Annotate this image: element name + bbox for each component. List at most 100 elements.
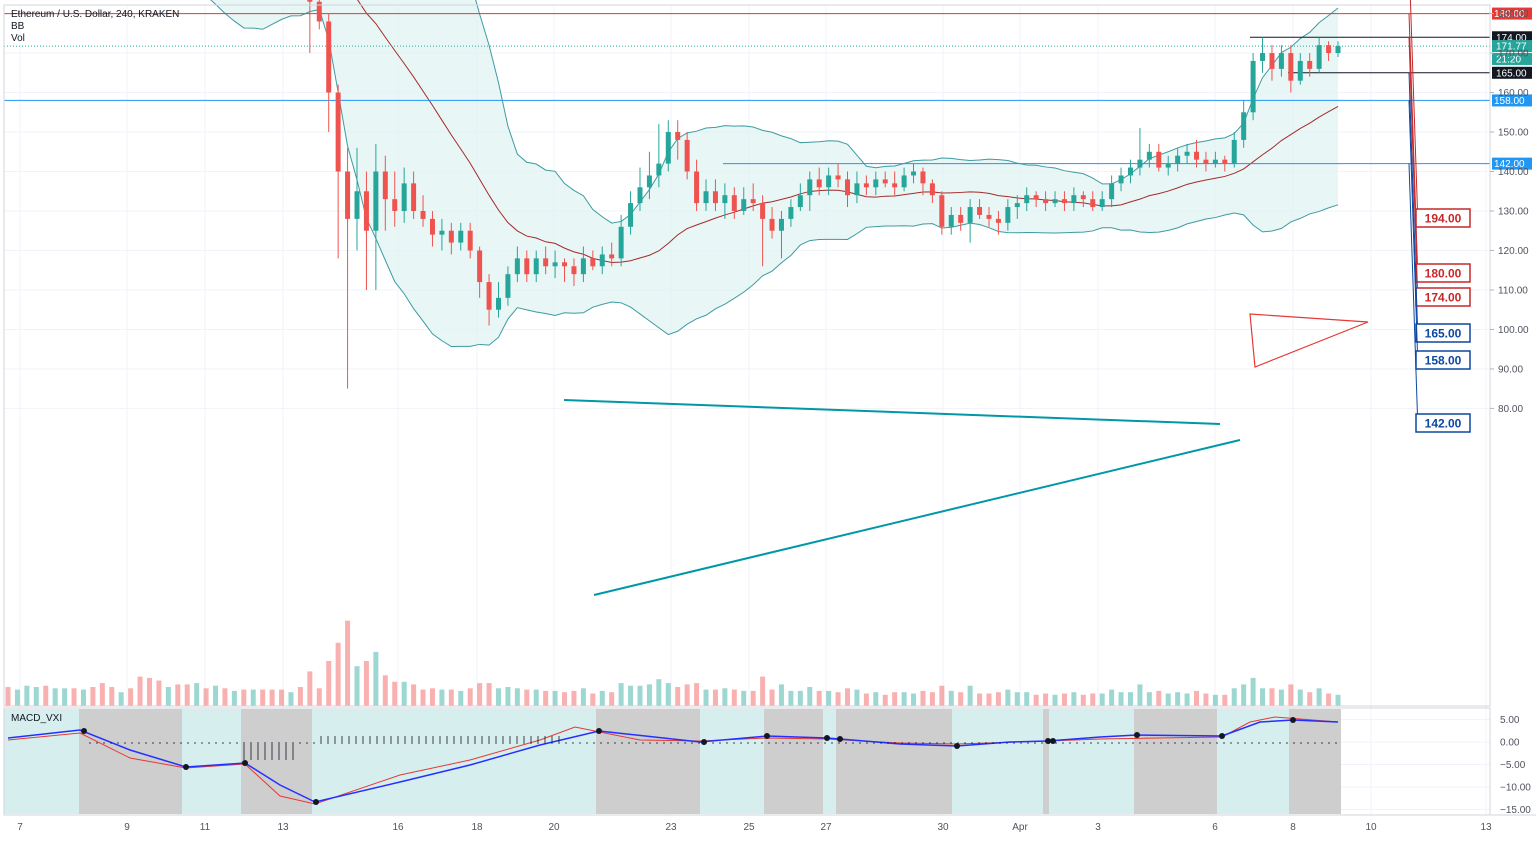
volume-bar — [250, 689, 256, 706]
candle-body — [1260, 53, 1266, 61]
legend-bb[interactable]: BB — [11, 21, 25, 32]
volume-bar — [363, 661, 369, 706]
volume-bar — [722, 688, 728, 706]
candle-body — [995, 218, 1001, 223]
candle-body — [514, 258, 520, 275]
candle-body — [439, 230, 445, 235]
volume-bar — [269, 689, 275, 706]
level-badge-label: 158.00 — [1494, 96, 1525, 107]
volume-bar — [1260, 688, 1266, 706]
candle-body — [722, 195, 728, 204]
volume-bar — [835, 692, 841, 706]
macd-bg-segment — [836, 709, 952, 814]
level-badge — [1492, 157, 1532, 170]
candle-body — [665, 132, 671, 164]
candle-body — [354, 191, 360, 219]
candle-body — [892, 183, 898, 188]
candle-body — [1005, 207, 1011, 223]
candle-body — [929, 183, 935, 196]
macd-bg-segment — [1043, 709, 1049, 814]
level-badge-label: 142.00 — [1494, 159, 1525, 170]
price-tick-label: 170.00 — [1498, 49, 1529, 60]
candle-body — [807, 179, 813, 196]
volume-bar — [797, 690, 803, 706]
axis-badge — [1492, 52, 1532, 65]
volume-bar — [1250, 677, 1256, 706]
volume-bar — [1175, 692, 1181, 706]
volume-bar — [90, 687, 96, 706]
volume-bar — [467, 688, 473, 706]
candle-body — [1288, 53, 1294, 81]
volume-bar — [712, 689, 718, 706]
volume-bar — [14, 689, 20, 706]
callout-label: 194.00 — [1425, 212, 1462, 226]
axis-badge-label: 165.00 — [1496, 68, 1527, 79]
axes: 80.0090.00100.00110.00120.00130.00140.00… — [3, 4, 1536, 833]
candle-body — [882, 179, 888, 184]
callout-pointer — [1408, 72, 1419, 342]
volume-bar — [533, 689, 539, 706]
macd-bg-segment — [79, 709, 182, 814]
volume-bar — [873, 692, 879, 706]
volume-bar — [958, 692, 964, 706]
candle-body — [712, 191, 718, 204]
candle-body — [797, 195, 803, 208]
callout-label: 180.00 — [1425, 267, 1462, 281]
candle-body — [939, 195, 945, 227]
bollinger-bands — [210, 0, 1339, 348]
volume-bar — [816, 690, 822, 706]
volume-bar — [1156, 690, 1162, 706]
candle-body — [1278, 53, 1284, 69]
volume-bar — [562, 692, 568, 706]
macd-bg-segment — [952, 709, 1043, 814]
candle-body — [769, 218, 775, 231]
candle-body — [1014, 203, 1020, 208]
candle-body — [1307, 60, 1313, 69]
volume-bar — [1118, 692, 1124, 706]
candle-body — [1250, 60, 1256, 113]
volume-bar — [552, 690, 558, 706]
candle-body — [1231, 139, 1237, 164]
volume-bar — [1052, 694, 1058, 706]
macd-tick-label: −10.00 — [1500, 783, 1531, 794]
bb-upper — [475, 0, 1339, 224]
price-tick-label: 110.00 — [1498, 285, 1528, 296]
volume-bar — [335, 642, 341, 706]
macd-bg-segment — [4, 709, 79, 814]
price-tick-label: 180.00 — [1498, 9, 1529, 20]
candle-body — [533, 258, 539, 275]
volume-bar — [986, 693, 992, 706]
volume-bar — [118, 692, 124, 706]
volume-bar — [901, 692, 907, 706]
time-tick-label: 8 — [1290, 822, 1296, 833]
macd-cross-marker — [81, 728, 87, 734]
volume-bar — [675, 687, 681, 706]
volume-bar — [1033, 694, 1039, 706]
macd-tick-label: 5.00 — [1500, 715, 1520, 726]
candle-body — [1033, 195, 1039, 200]
macd-title[interactable]: MACD_VXI — [11, 713, 63, 724]
volume-bar — [1109, 689, 1115, 706]
candle-body — [420, 210, 426, 219]
volume-bar — [382, 675, 388, 706]
volume-bar — [80, 689, 86, 706]
time-tick-label: 3 — [1095, 822, 1101, 833]
volume-bar — [316, 688, 322, 706]
candle-body — [1099, 199, 1105, 208]
candle-body — [741, 199, 747, 211]
legend-vol[interactable]: Vol — [11, 33, 25, 44]
price-callouts: 194.00 180.00 174.00 165.00 158.00 142.00 — [1408, 0, 1471, 433]
candle-body — [1118, 175, 1124, 184]
volume-bar — [807, 687, 813, 706]
volume-bar — [628, 685, 634, 706]
candle-body — [1146, 151, 1152, 160]
level-badge — [1492, 7, 1532, 20]
candle-body — [845, 179, 851, 196]
volume-bar — [354, 666, 360, 706]
volume-bar — [731, 689, 737, 706]
price-tick-label: 80.00 — [1498, 404, 1523, 415]
macd-bg-segment — [241, 709, 312, 814]
time-tick-label: 6 — [1212, 822, 1218, 833]
legend-title[interactable]: Ethereum / U.S. Dollar, 240, KRAKEN — [11, 9, 180, 20]
